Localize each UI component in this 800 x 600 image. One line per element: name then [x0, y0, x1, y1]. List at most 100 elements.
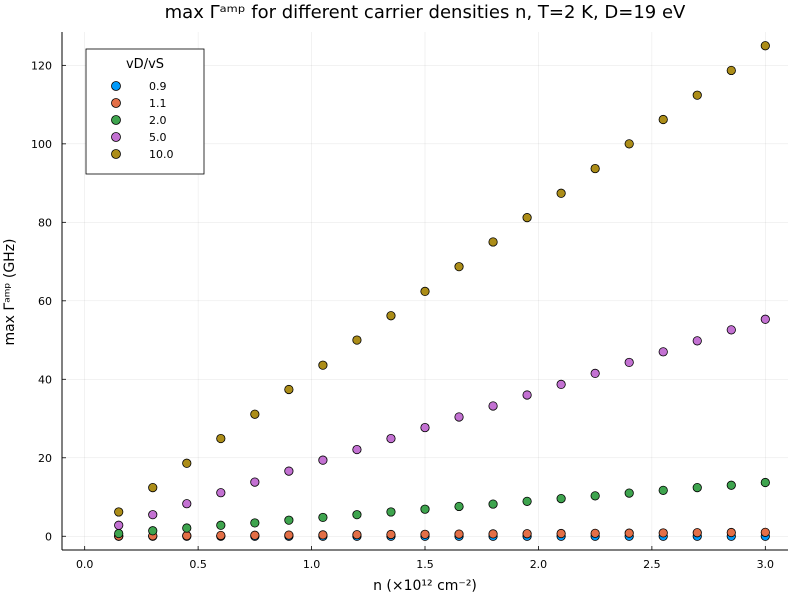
series-1.1: [114, 527, 770, 541]
data-point: [658, 528, 668, 538]
data-point: [386, 529, 396, 540]
data-point: [386, 433, 396, 444]
series-5.0: [114, 314, 770, 530]
legend-label: 0.9: [149, 80, 167, 93]
legend: vD/vS 0.9 1.1 2.0 5.0 10.0: [85, 48, 205, 175]
data-point: [352, 444, 362, 455]
data-point: [216, 488, 226, 498]
data-point: [216, 520, 226, 530]
data-point: [318, 512, 328, 523]
data-point: [284, 384, 294, 395]
x-tick-label: 0.0: [76, 558, 94, 571]
data-point: [420, 529, 430, 539]
x-tick-label: 2.5: [643, 558, 661, 571]
data-point: [114, 507, 124, 517]
data-point: [658, 114, 668, 125]
data-point: [556, 379, 566, 389]
data-point: [658, 347, 668, 357]
data-point: [624, 488, 634, 498]
data-point: [760, 314, 770, 324]
data-point: [488, 237, 498, 247]
legend-marker: [111, 98, 121, 108]
x-tick-label: 0.5: [189, 558, 207, 571]
data-point: [556, 188, 566, 198]
data-points: [114, 41, 770, 541]
data-point: [488, 499, 498, 509]
x-tick-label: 1.0: [303, 558, 321, 571]
data-point: [658, 485, 668, 495]
data-point: [624, 357, 634, 368]
legend-label: 10.0: [149, 148, 174, 161]
series-2.0: [114, 477, 770, 539]
legend-title: vD/vS: [126, 57, 164, 72]
data-point: [352, 530, 362, 540]
data-point: [352, 335, 362, 345]
data-point: [182, 458, 192, 468]
data-point: [692, 483, 702, 493]
y-tick-label: 40: [38, 373, 52, 386]
y-tick-label: 20: [38, 452, 52, 465]
legend-marker: [111, 115, 121, 125]
data-point: [250, 477, 260, 487]
data-point: [522, 390, 532, 400]
x-tick-label: 1.5: [416, 558, 434, 571]
data-point: [522, 213, 532, 223]
data-point: [318, 530, 328, 540]
data-point: [420, 286, 430, 296]
data-point: [522, 529, 532, 539]
data-point: [590, 163, 600, 174]
data-point: [454, 412, 464, 422]
axes: [61, 32, 788, 551]
data-point: [250, 518, 260, 528]
data-point: [250, 409, 260, 419]
data-point: [624, 528, 634, 538]
data-point: [726, 527, 736, 538]
y-axis-label: max Γᵃᵐᵖ (GHz): [2, 238, 18, 345]
data-point: [216, 433, 226, 444]
data-point: [760, 41, 770, 51]
data-point: [148, 483, 158, 493]
data-point: [420, 422, 430, 433]
data-point: [692, 528, 702, 538]
x-tick-label: 3.0: [757, 558, 775, 571]
y-tick-label: 60: [38, 295, 52, 308]
data-point: [216, 530, 226, 541]
data-point: [522, 496, 532, 506]
data-point: [386, 311, 396, 321]
data-point: [148, 510, 158, 520]
data-point: [148, 526, 158, 536]
data-point: [284, 530, 294, 540]
legend-marker: [111, 81, 121, 91]
legend-box: [85, 48, 205, 175]
data-point: [318, 455, 328, 465]
data-point: [454, 529, 464, 539]
legend-marker: [111, 132, 121, 142]
data-point: [692, 336, 702, 346]
data-point: [760, 477, 770, 488]
data-point: [760, 527, 770, 537]
data-point: [556, 528, 566, 539]
data-point: [386, 507, 396, 517]
data-point: [454, 262, 464, 272]
y-tick-label: 100: [31, 138, 52, 151]
legend-marker: [111, 149, 121, 159]
data-point: [114, 528, 124, 539]
data-point: [454, 501, 464, 512]
tick-labels: 0.0 0.5 1.0 1.5 2.0 2.5 3.0 0 20 40 60 80 100 120: [31, 59, 774, 571]
data-point: [488, 529, 498, 539]
chart-title: max Γᵃᵐᵖ for different carrier densities…: [165, 2, 686, 23]
data-point: [590, 368, 600, 379]
data-point: [284, 515, 294, 525]
data-point: [624, 139, 634, 149]
data-point: [182, 523, 192, 533]
legend-label: 2.0: [149, 114, 167, 127]
data-point: [726, 325, 736, 335]
data-point: [556, 493, 566, 504]
data-point: [182, 499, 192, 509]
data-point: [726, 65, 736, 76]
series-10.0: [114, 41, 770, 517]
data-point: [318, 360, 328, 370]
data-point: [114, 520, 124, 530]
data-point: [726, 480, 736, 490]
